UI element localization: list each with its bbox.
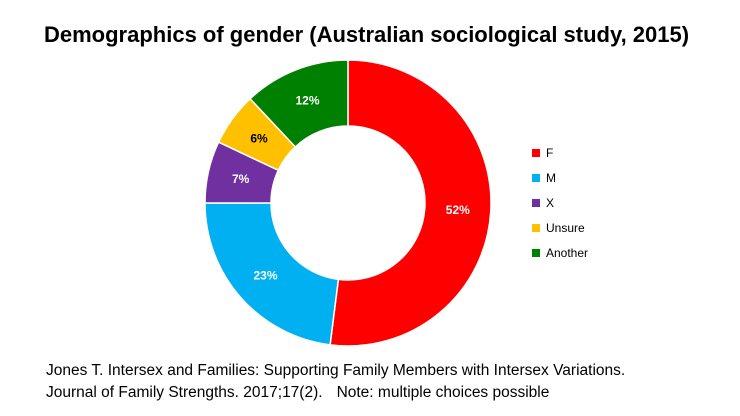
slice-label-f: 52% (446, 203, 470, 217)
chart-title: Demographics of gender (Australian socio… (44, 22, 690, 47)
legend-item-another: Another (532, 240, 588, 265)
slice-f (329, 59, 492, 347)
legend-label-x: X (546, 195, 555, 210)
legend-swatch-another (532, 248, 540, 257)
caption-note: Note: multiple choices possible (336, 384, 550, 401)
slice-m (204, 202, 340, 346)
slice-another (249, 59, 349, 148)
source-caption: Jones T. Intersex and Families: Supporti… (46, 360, 625, 404)
legend-swatch-x (532, 198, 540, 207)
slice-label-another: 12% (295, 94, 319, 108)
legend-swatch-m (532, 173, 540, 182)
legend-item-unsure: Unsure (532, 215, 588, 240)
legend-item-x: X (532, 190, 588, 215)
caption-line-2: Journal of Family Strengths. 2017;17(2). (46, 384, 323, 401)
legend-swatch-f (532, 148, 540, 157)
caption-line-2-wrap: Journal of Family Strengths. 2017;17(2).… (46, 382, 625, 404)
legend-item-f: F (532, 140, 588, 165)
chart-legend: F M X Unsure Another (532, 140, 588, 265)
legend-label-another: Another (546, 245, 589, 260)
donut-chart: 52% 23% 7% 6% 12% (204, 59, 492, 347)
legend-swatch-unsure (532, 223, 540, 232)
legend-label-m: M (546, 170, 556, 185)
legend-item-m: M (532, 165, 588, 190)
caption-line-1: Jones T. Intersex and Families: Supporti… (46, 362, 626, 379)
legend-label-f: F (546, 145, 554, 160)
slice-label-x: 7% (232, 172, 250, 186)
legend-label-unsure: Unsure (546, 220, 585, 235)
slice-label-m: 23% (253, 269, 277, 283)
slice-label-unsure: 6% (250, 131, 268, 145)
